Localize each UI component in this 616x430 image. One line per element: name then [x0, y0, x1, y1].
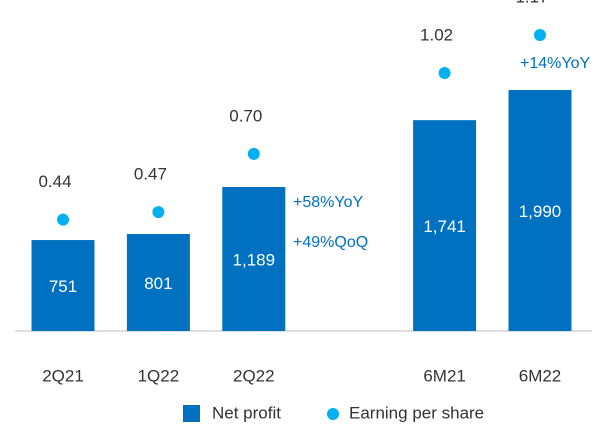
- x-tick-label: 2Q21: [42, 366, 84, 385]
- eps-label: 0.44: [38, 172, 71, 191]
- eps-dot: [152, 206, 165, 219]
- x-tick-label: 2Q22: [233, 366, 275, 385]
- x-tick-label: 6M21: [423, 366, 466, 385]
- legend-label: Net profit: [212, 403, 281, 422]
- bar: [222, 187, 286, 331]
- eps-label: 1.17: [515, 0, 548, 6]
- annotation: +49%QoQ: [293, 234, 368, 251]
- bar: [413, 120, 477, 331]
- bar: [508, 90, 572, 331]
- x-tick-label: 6M22: [519, 366, 562, 385]
- bar-label: 801: [144, 274, 172, 293]
- bar-label: 1,189: [233, 250, 276, 269]
- legend-swatch: [327, 408, 339, 420]
- legend-swatch: [183, 405, 200, 422]
- bar-label: 1,990: [519, 202, 562, 221]
- bar: [126, 233, 190, 331]
- eps-dot: [247, 147, 260, 160]
- bar-label: 751: [49, 277, 77, 296]
- annotation: +14%YoY: [520, 55, 590, 72]
- x-tick-label: 1Q22: [138, 366, 180, 385]
- eps-dot: [438, 66, 451, 79]
- eps-label: 0.47: [134, 165, 167, 184]
- bar-label: 1,741: [423, 217, 466, 236]
- eps-label: 0.70: [229, 106, 262, 125]
- legend-label: Earning per share: [349, 403, 484, 422]
- bar: [31, 240, 95, 331]
- eps-dot: [57, 213, 69, 226]
- eps-dot: [534, 29, 546, 41]
- annotation: +58%YoY: [293, 194, 363, 211]
- eps-label: 1.02: [420, 25, 453, 44]
